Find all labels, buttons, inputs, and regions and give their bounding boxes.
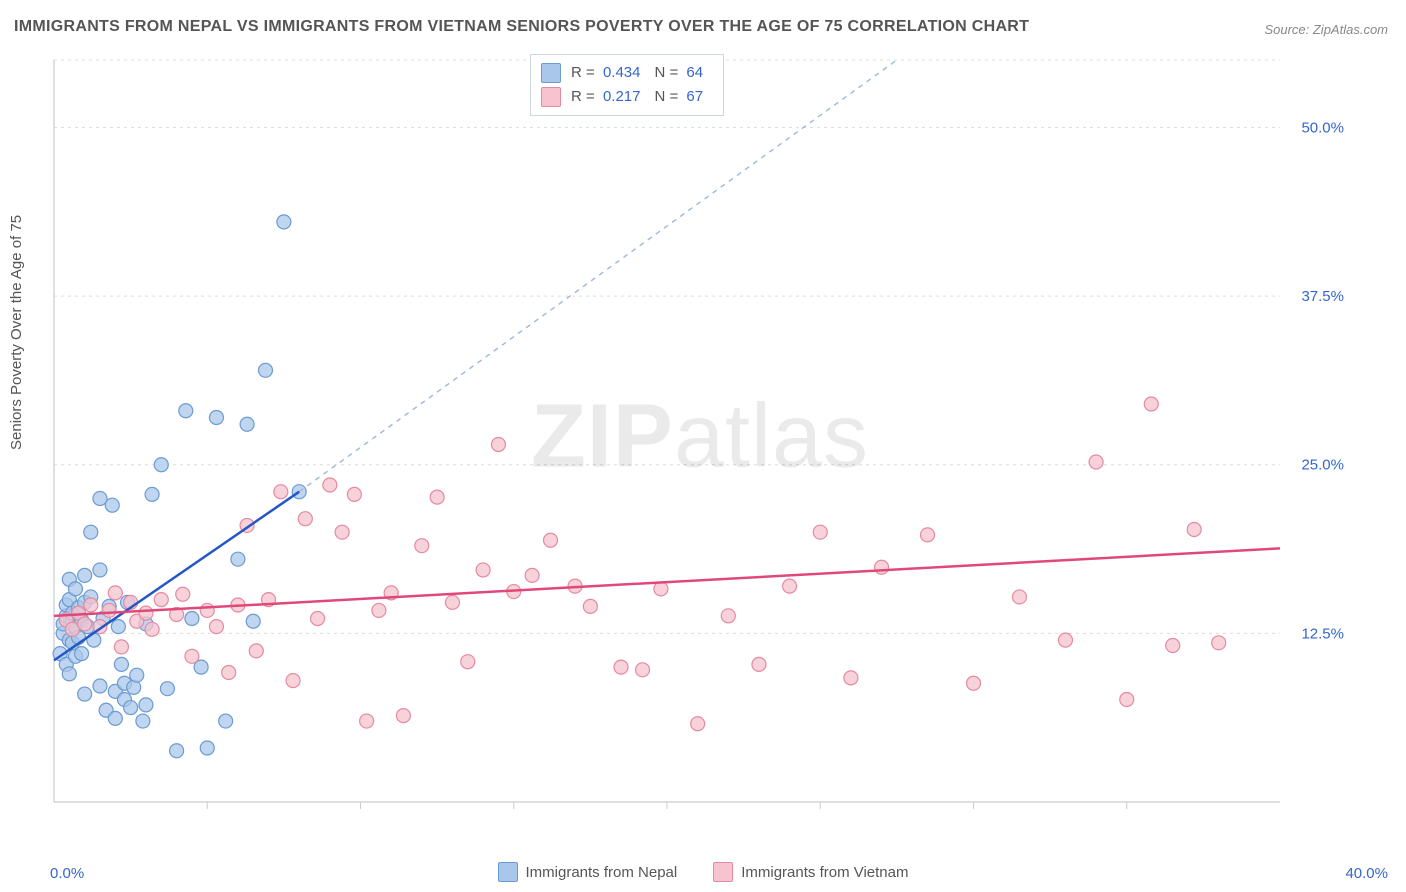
n-value-vietnam: 67 (682, 88, 707, 105)
swatch-vietnam-icon (713, 862, 733, 882)
source-label: Source: ZipAtlas.com (1264, 22, 1388, 37)
x-tick-min: 0.0% (50, 865, 84, 882)
chart-title: IMMIGRANTS FROM NEPAL VS IMMIGRANTS FROM… (14, 18, 1029, 36)
swatch-vietnam (541, 87, 561, 107)
stats-row-vietnam: R = 0.217 N = 67 (541, 85, 707, 109)
svg-text:50.0%: 50.0% (1301, 119, 1344, 136)
legend-label-nepal: Immigrants from Nepal (526, 864, 678, 881)
svg-text:12.5%: 12.5% (1301, 625, 1344, 642)
stats-legend: R = 0.434 N = 64 R = 0.217 N = 67 (530, 54, 724, 116)
svg-text:37.5%: 37.5% (1301, 288, 1344, 305)
r-value-vietnam: 0.217 (599, 88, 645, 105)
x-tick-max: 40.0% (1345, 865, 1388, 882)
n-value-nepal: 64 (682, 64, 707, 81)
stats-row-nepal: R = 0.434 N = 64 (541, 61, 707, 85)
legend-label-vietnam: Immigrants from Vietnam (741, 864, 908, 881)
legend-item-nepal: Immigrants from Nepal (498, 862, 678, 882)
swatch-nepal-icon (498, 862, 518, 882)
scatter-plot: 12.5%25.0%37.5%50.0% ZIPatlas (50, 52, 1350, 832)
series-legend: Immigrants from Nepal Immigrants from Vi… (0, 862, 1406, 882)
chart-svg: 12.5% 25.0% 37.5% 50.0% (50, 52, 1350, 832)
legend-item-vietnam: Immigrants from Vietnam (713, 862, 908, 882)
r-value-nepal: 0.434 (599, 64, 645, 81)
y-axis-label: Seniors Poverty Over the Age of 75 (8, 215, 25, 450)
svg-text:25.0%: 25.0% (1301, 457, 1344, 474)
swatch-nepal (541, 63, 561, 83)
